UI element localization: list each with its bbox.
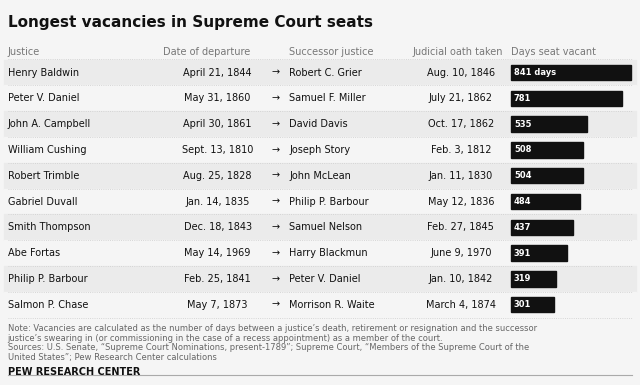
Text: May 7, 1873: May 7, 1873	[188, 300, 248, 310]
Text: Oct. 17, 1862: Oct. 17, 1862	[428, 119, 494, 129]
Text: →: →	[272, 274, 280, 284]
Text: Days seat vacant: Days seat vacant	[511, 47, 596, 57]
Text: Feb. 25, 1841: Feb. 25, 1841	[184, 274, 251, 284]
Text: →: →	[272, 248, 280, 258]
Text: Robert Trimble: Robert Trimble	[8, 171, 79, 181]
Text: July 21, 1862: July 21, 1862	[429, 94, 493, 103]
Text: Dec. 18, 1843: Dec. 18, 1843	[184, 223, 252, 232]
Text: justice’s swearing in (or commissioning in the case of a recess appointment) as : justice’s swearing in (or commissioning …	[8, 334, 444, 343]
Text: William Cushing: William Cushing	[8, 145, 86, 155]
Text: Philip P. Barbour: Philip P. Barbour	[8, 274, 87, 284]
Text: Aug. 10, 1846: Aug. 10, 1846	[427, 68, 495, 77]
Text: 391: 391	[514, 249, 531, 258]
Text: 535: 535	[514, 120, 531, 129]
Text: Henry Baldwin: Henry Baldwin	[8, 68, 79, 77]
Text: 508: 508	[514, 146, 531, 154]
Text: Date of departure: Date of departure	[163, 47, 250, 57]
Text: 841 days: 841 days	[514, 68, 556, 77]
Text: Salmon P. Chase: Salmon P. Chase	[8, 300, 88, 310]
Text: Smith Thompson: Smith Thompson	[8, 223, 90, 232]
Text: →: →	[272, 94, 280, 103]
Text: →: →	[272, 145, 280, 155]
Text: Successor justice: Successor justice	[289, 47, 374, 57]
Text: →: →	[272, 197, 280, 206]
Text: Feb. 27, 1845: Feb. 27, 1845	[428, 223, 494, 232]
Text: Jan. 10, 1842: Jan. 10, 1842	[429, 274, 493, 284]
Text: Philip P. Barbour: Philip P. Barbour	[289, 197, 369, 206]
Text: →: →	[272, 171, 280, 181]
Text: Justice: Justice	[8, 47, 40, 57]
Text: 437: 437	[514, 223, 531, 232]
Text: David Davis: David Davis	[289, 119, 348, 129]
Text: Abe Fortas: Abe Fortas	[8, 248, 60, 258]
Text: June 9, 1970: June 9, 1970	[430, 248, 492, 258]
Text: Sept. 13, 1810: Sept. 13, 1810	[182, 145, 253, 155]
Text: May 14, 1969: May 14, 1969	[184, 248, 251, 258]
Text: →: →	[272, 119, 280, 129]
Text: Judicial oath taken: Judicial oath taken	[413, 47, 503, 57]
Text: March 4, 1874: March 4, 1874	[426, 300, 496, 310]
Text: →: →	[272, 223, 280, 232]
Text: May 12, 1836: May 12, 1836	[428, 197, 494, 206]
Text: Sources: U.S. Senate, “Supreme Court Nominations, present-1789”; Supreme Court, : Sources: U.S. Senate, “Supreme Court Nom…	[8, 343, 529, 352]
Text: May 31, 1860: May 31, 1860	[184, 94, 251, 103]
Text: Aug. 25, 1828: Aug. 25, 1828	[183, 171, 252, 181]
Text: April 30, 1861: April 30, 1861	[183, 119, 252, 129]
Text: 484: 484	[514, 197, 531, 206]
Text: Morrison R. Waite: Morrison R. Waite	[289, 300, 375, 310]
Text: 319: 319	[514, 275, 531, 283]
Text: PEW RESEARCH CENTER: PEW RESEARCH CENTER	[8, 367, 140, 377]
Text: Peter V. Daniel: Peter V. Daniel	[289, 274, 361, 284]
Text: Samuel Nelson: Samuel Nelson	[289, 223, 362, 232]
Text: 301: 301	[514, 300, 531, 309]
Text: Peter V. Daniel: Peter V. Daniel	[8, 94, 79, 103]
Text: Gabriel Duvall: Gabriel Duvall	[8, 197, 77, 206]
Text: →: →	[272, 68, 280, 77]
Text: Feb. 3, 1812: Feb. 3, 1812	[431, 145, 491, 155]
Text: Jan. 11, 1830: Jan. 11, 1830	[429, 171, 493, 181]
Text: Jan. 14, 1835: Jan. 14, 1835	[186, 197, 250, 206]
Text: April 21, 1844: April 21, 1844	[183, 68, 252, 77]
Text: Samuel F. Miller: Samuel F. Miller	[289, 94, 366, 103]
Text: Longest vacancies in Supreme Court seats: Longest vacancies in Supreme Court seats	[8, 15, 372, 30]
Text: →: →	[272, 300, 280, 310]
Text: Robert C. Grier: Robert C. Grier	[289, 68, 362, 77]
Text: Note: Vacancies are calculated as the number of days between a justice’s death, : Note: Vacancies are calculated as the nu…	[8, 324, 537, 333]
Text: John McLean: John McLean	[289, 171, 351, 181]
Text: Harry Blackmun: Harry Blackmun	[289, 248, 368, 258]
Text: United States”; Pew Research Center calculations: United States”; Pew Research Center calc…	[8, 353, 216, 362]
Text: 781: 781	[514, 94, 531, 103]
Text: 504: 504	[514, 171, 531, 180]
Text: John A. Campbell: John A. Campbell	[8, 119, 91, 129]
Text: Joseph Story: Joseph Story	[289, 145, 351, 155]
